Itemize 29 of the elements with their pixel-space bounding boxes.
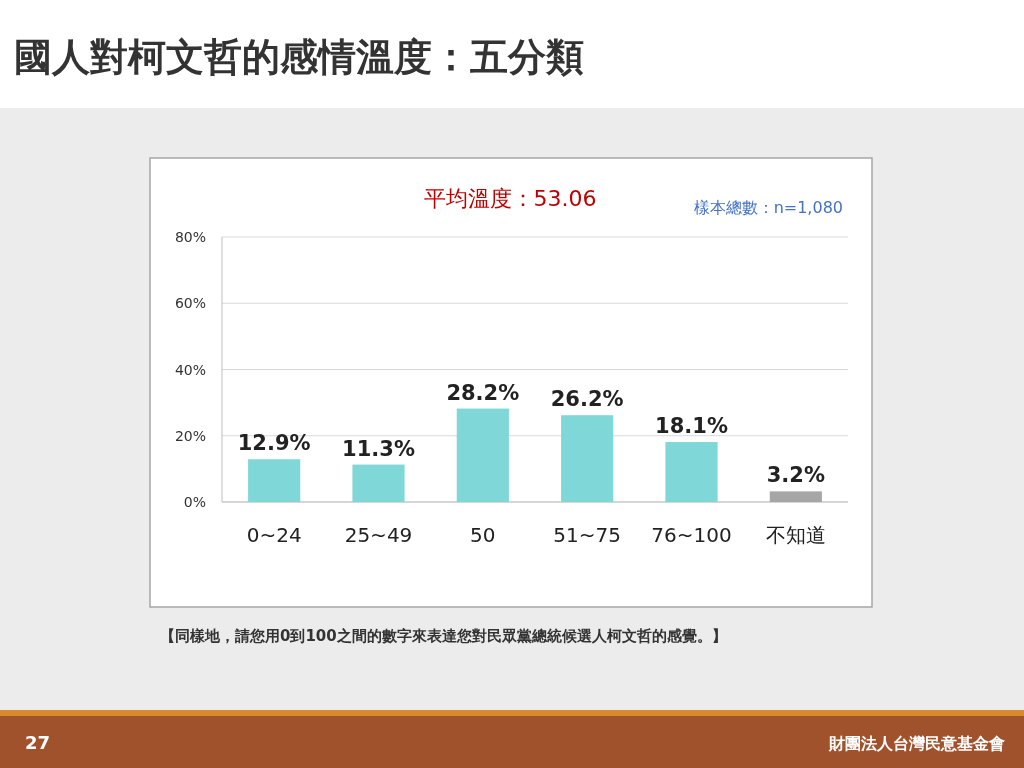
bar bbox=[769, 491, 822, 502]
data-label: 26.2% bbox=[550, 387, 624, 412]
text: 樣本總數：n=1,080 bbox=[693, 198, 843, 217]
x-tick-label: 不知道 bbox=[765, 523, 826, 547]
bar bbox=[561, 415, 614, 502]
data-label: 11.3% bbox=[342, 436, 415, 461]
y-tick-label: 60% bbox=[174, 295, 206, 312]
x-tick-label: 50 bbox=[470, 523, 496, 547]
text: 財團法人台灣民意基金會 bbox=[828, 734, 1005, 753]
data-label: 3.2% bbox=[766, 463, 825, 488]
y-tick-label: 40% bbox=[174, 361, 206, 378]
bar bbox=[352, 464, 405, 502]
y-tick-label: 80% bbox=[174, 229, 206, 245]
x-tick-label: 76~100 bbox=[651, 523, 732, 547]
chart-title: 國人對柯文哲的感情溫度：五分類 bbox=[14, 35, 584, 79]
x-tick-label: 0~24 bbox=[246, 523, 302, 547]
text: 【同樣地，請您用0到100之間的數字來表達您對民眾黨總統候選人柯文哲的感覺。】 bbox=[160, 627, 727, 645]
chart-subtitle: 平均溫度：53.06 bbox=[423, 186, 597, 211]
data-label: 28.2% bbox=[446, 380, 520, 405]
x-tick-label: 51~75 bbox=[553, 523, 621, 547]
y-tick-label: 20% bbox=[174, 427, 206, 444]
data-label: 12.9% bbox=[237, 431, 311, 456]
bar bbox=[665, 442, 718, 502]
data-label: 18.1% bbox=[655, 414, 728, 439]
bar bbox=[248, 459, 301, 502]
x-tick-label: 25~49 bbox=[344, 523, 413, 547]
y-tick-label: 0% bbox=[183, 494, 206, 510]
text: 27 bbox=[25, 732, 51, 753]
bar bbox=[456, 408, 509, 502]
